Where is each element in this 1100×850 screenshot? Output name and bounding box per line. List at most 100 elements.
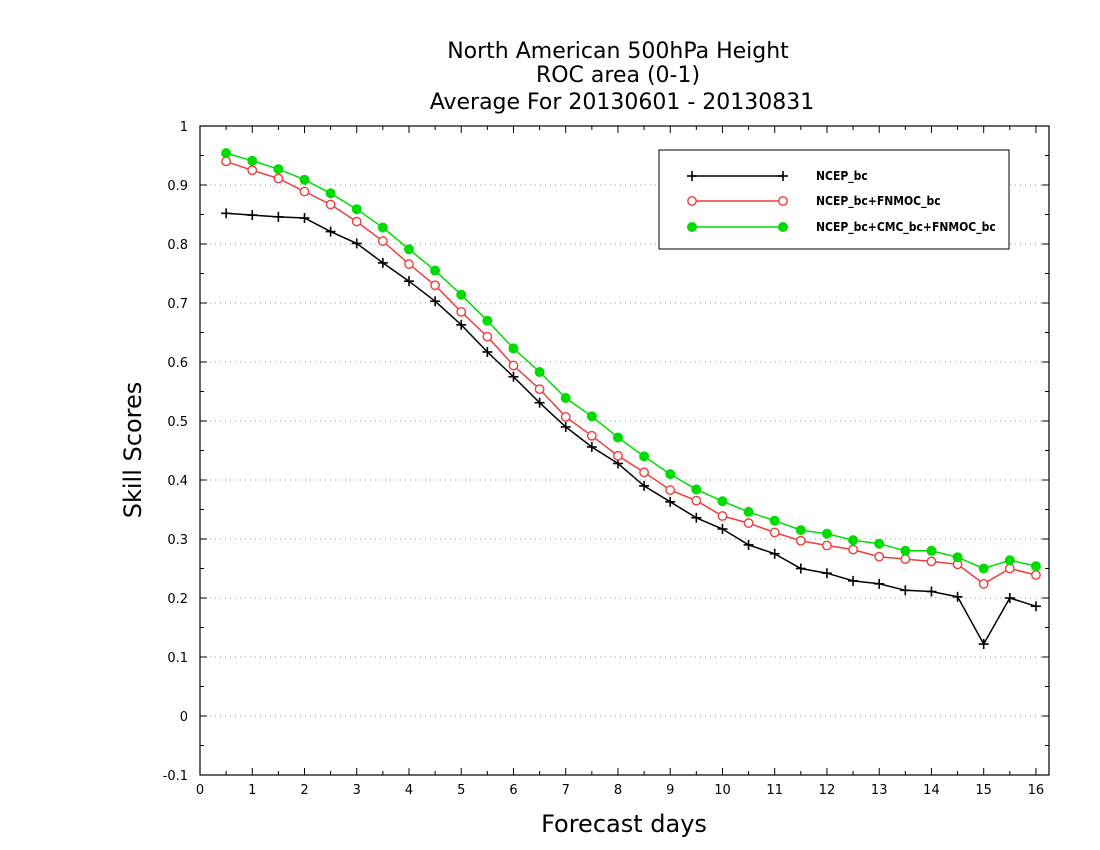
series-0-point-10	[482, 346, 493, 357]
series-0-point-28	[952, 591, 963, 602]
x-tick-label-3: 3	[353, 783, 361, 798]
chart-title-line-2: ROC area (0-1)	[536, 63, 700, 88]
series-2-point-16	[639, 451, 650, 462]
series-2-point-11	[508, 343, 519, 354]
series-0-point-14	[586, 441, 597, 452]
series-1-point-0	[221, 156, 232, 167]
series-2-point-3	[299, 174, 310, 185]
series-1-point-24	[848, 544, 858, 555]
series-0-point-31	[1030, 601, 1041, 612]
x-axis-ticks: 0 1 2 3 4 5 6 7 8 9 10 11 12 13 14 15 16	[196, 126, 1044, 798]
y-tick-label-4: 0.3	[167, 533, 188, 548]
series-1-point-18	[691, 495, 702, 506]
legend-marker-start-0	[687, 171, 697, 181]
series-1	[221, 156, 1041, 589]
series-0-point-4	[325, 226, 336, 237]
x-tick-label-11: 11	[766, 783, 783, 798]
series-1-point-12	[534, 384, 545, 395]
series-2-point-15	[612, 432, 623, 443]
series-1-point-22	[795, 535, 806, 546]
series-1-point-6	[377, 236, 388, 246]
series-2-point-17	[665, 469, 676, 480]
series-1-point-14	[586, 430, 597, 441]
series-2-point-23	[821, 528, 832, 539]
series-2-point-26	[900, 545, 911, 556]
series-1-point-30	[1004, 563, 1015, 574]
chart-title-line-3: Average For 20130601 - 20130831	[430, 90, 815, 115]
x-tick-label-14: 14	[923, 783, 940, 798]
legend-marker-start-2	[687, 222, 697, 232]
series-1-point-13	[560, 411, 571, 422]
series-1-point-2	[273, 173, 284, 184]
x-tick-label-4: 4	[405, 783, 413, 798]
series-2-point-24	[848, 535, 859, 546]
series-0-point-11	[508, 371, 519, 382]
y-tick-label-0: -0.1	[163, 769, 188, 784]
x-tick-label-1: 1	[248, 783, 256, 798]
series-2-point-27	[926, 545, 937, 556]
x-tick-label-9: 9	[666, 783, 674, 798]
y-tick-label-3: 0.2	[167, 592, 188, 607]
series-1-point-20	[743, 518, 754, 528]
series-1-point-3	[299, 186, 310, 197]
chart-title: North American 500hPa Height ROC area (0…	[430, 39, 815, 115]
series-1-point-17	[665, 485, 676, 495]
series-1-point-7	[404, 259, 414, 269]
x-tick-label-16: 16	[1028, 783, 1045, 798]
series-2-point-28	[952, 552, 963, 563]
series-2-point-4	[325, 188, 336, 199]
legend-label-2: NCEP_bc+CMC_bc+FNMOC_bc	[816, 220, 996, 235]
series-0-point-20	[743, 539, 754, 550]
series-2-point-9	[456, 289, 467, 300]
series-1-point-11	[508, 360, 519, 371]
series-2-point-5	[351, 204, 362, 215]
series-2-point-22	[795, 525, 806, 536]
series-0-point-7	[403, 276, 414, 287]
series-0-point-12	[534, 397, 545, 408]
legend-box	[658, 149, 1010, 250]
legend-marker-end-0	[778, 171, 788, 181]
series-0-point-3	[299, 213, 310, 224]
series-2-point-19	[717, 496, 728, 507]
series-0-point-8	[430, 296, 441, 307]
series-2-point-20	[743, 506, 754, 517]
series-1-point-27	[926, 556, 937, 567]
y-tick-label-11: 1	[180, 120, 188, 135]
series-0-point-27	[926, 586, 937, 597]
series-0-point-2	[273, 211, 284, 222]
series-2-point-21	[769, 515, 780, 526]
series-2-point-14	[586, 411, 597, 422]
series-1-point-25	[874, 551, 885, 562]
y-tick-label-6: 0.5	[167, 415, 188, 430]
data-series	[221, 148, 1041, 650]
y-tick-label-9: 0.8	[167, 238, 188, 253]
x-axis-label: Forecast days	[541, 810, 707, 838]
series-2-point-8	[430, 265, 441, 276]
x-tick-label-8: 8	[614, 783, 622, 798]
x-tick-label-13: 13	[871, 783, 888, 798]
series-2-point-25	[874, 538, 885, 549]
series-1-point-10	[482, 331, 493, 342]
legend-label-0: NCEP_bc	[816, 169, 868, 184]
series-2-point-1	[247, 155, 258, 166]
y-tick-label-8: 0.7	[167, 297, 188, 312]
series-0-point-24	[848, 575, 859, 586]
series-0-point-5	[351, 238, 362, 249]
gridlines	[200, 184, 1049, 717]
series-2-point-18	[691, 484, 702, 495]
series-0-point-0	[221, 208, 232, 219]
series-2-point-7	[403, 244, 414, 255]
x-tick-label-15: 15	[975, 783, 992, 798]
y-tick-label-2: 0.1	[167, 651, 188, 666]
series-0-point-16	[639, 480, 650, 491]
legend: NCEP_bc NCEP_bc+FNMOC_bc NCEP_bc+CMC_bc+FN…	[658, 149, 1010, 250]
series-2-point-10	[482, 315, 493, 326]
x-tick-label-0: 0	[196, 783, 204, 798]
series-1-point-21	[769, 527, 780, 538]
series-1-point-1	[247, 165, 258, 176]
series-2-point-31	[1030, 561, 1041, 572]
series-1-point-31	[1031, 570, 1041, 580]
series-0	[221, 208, 1041, 650]
series-2-point-29	[978, 563, 989, 574]
